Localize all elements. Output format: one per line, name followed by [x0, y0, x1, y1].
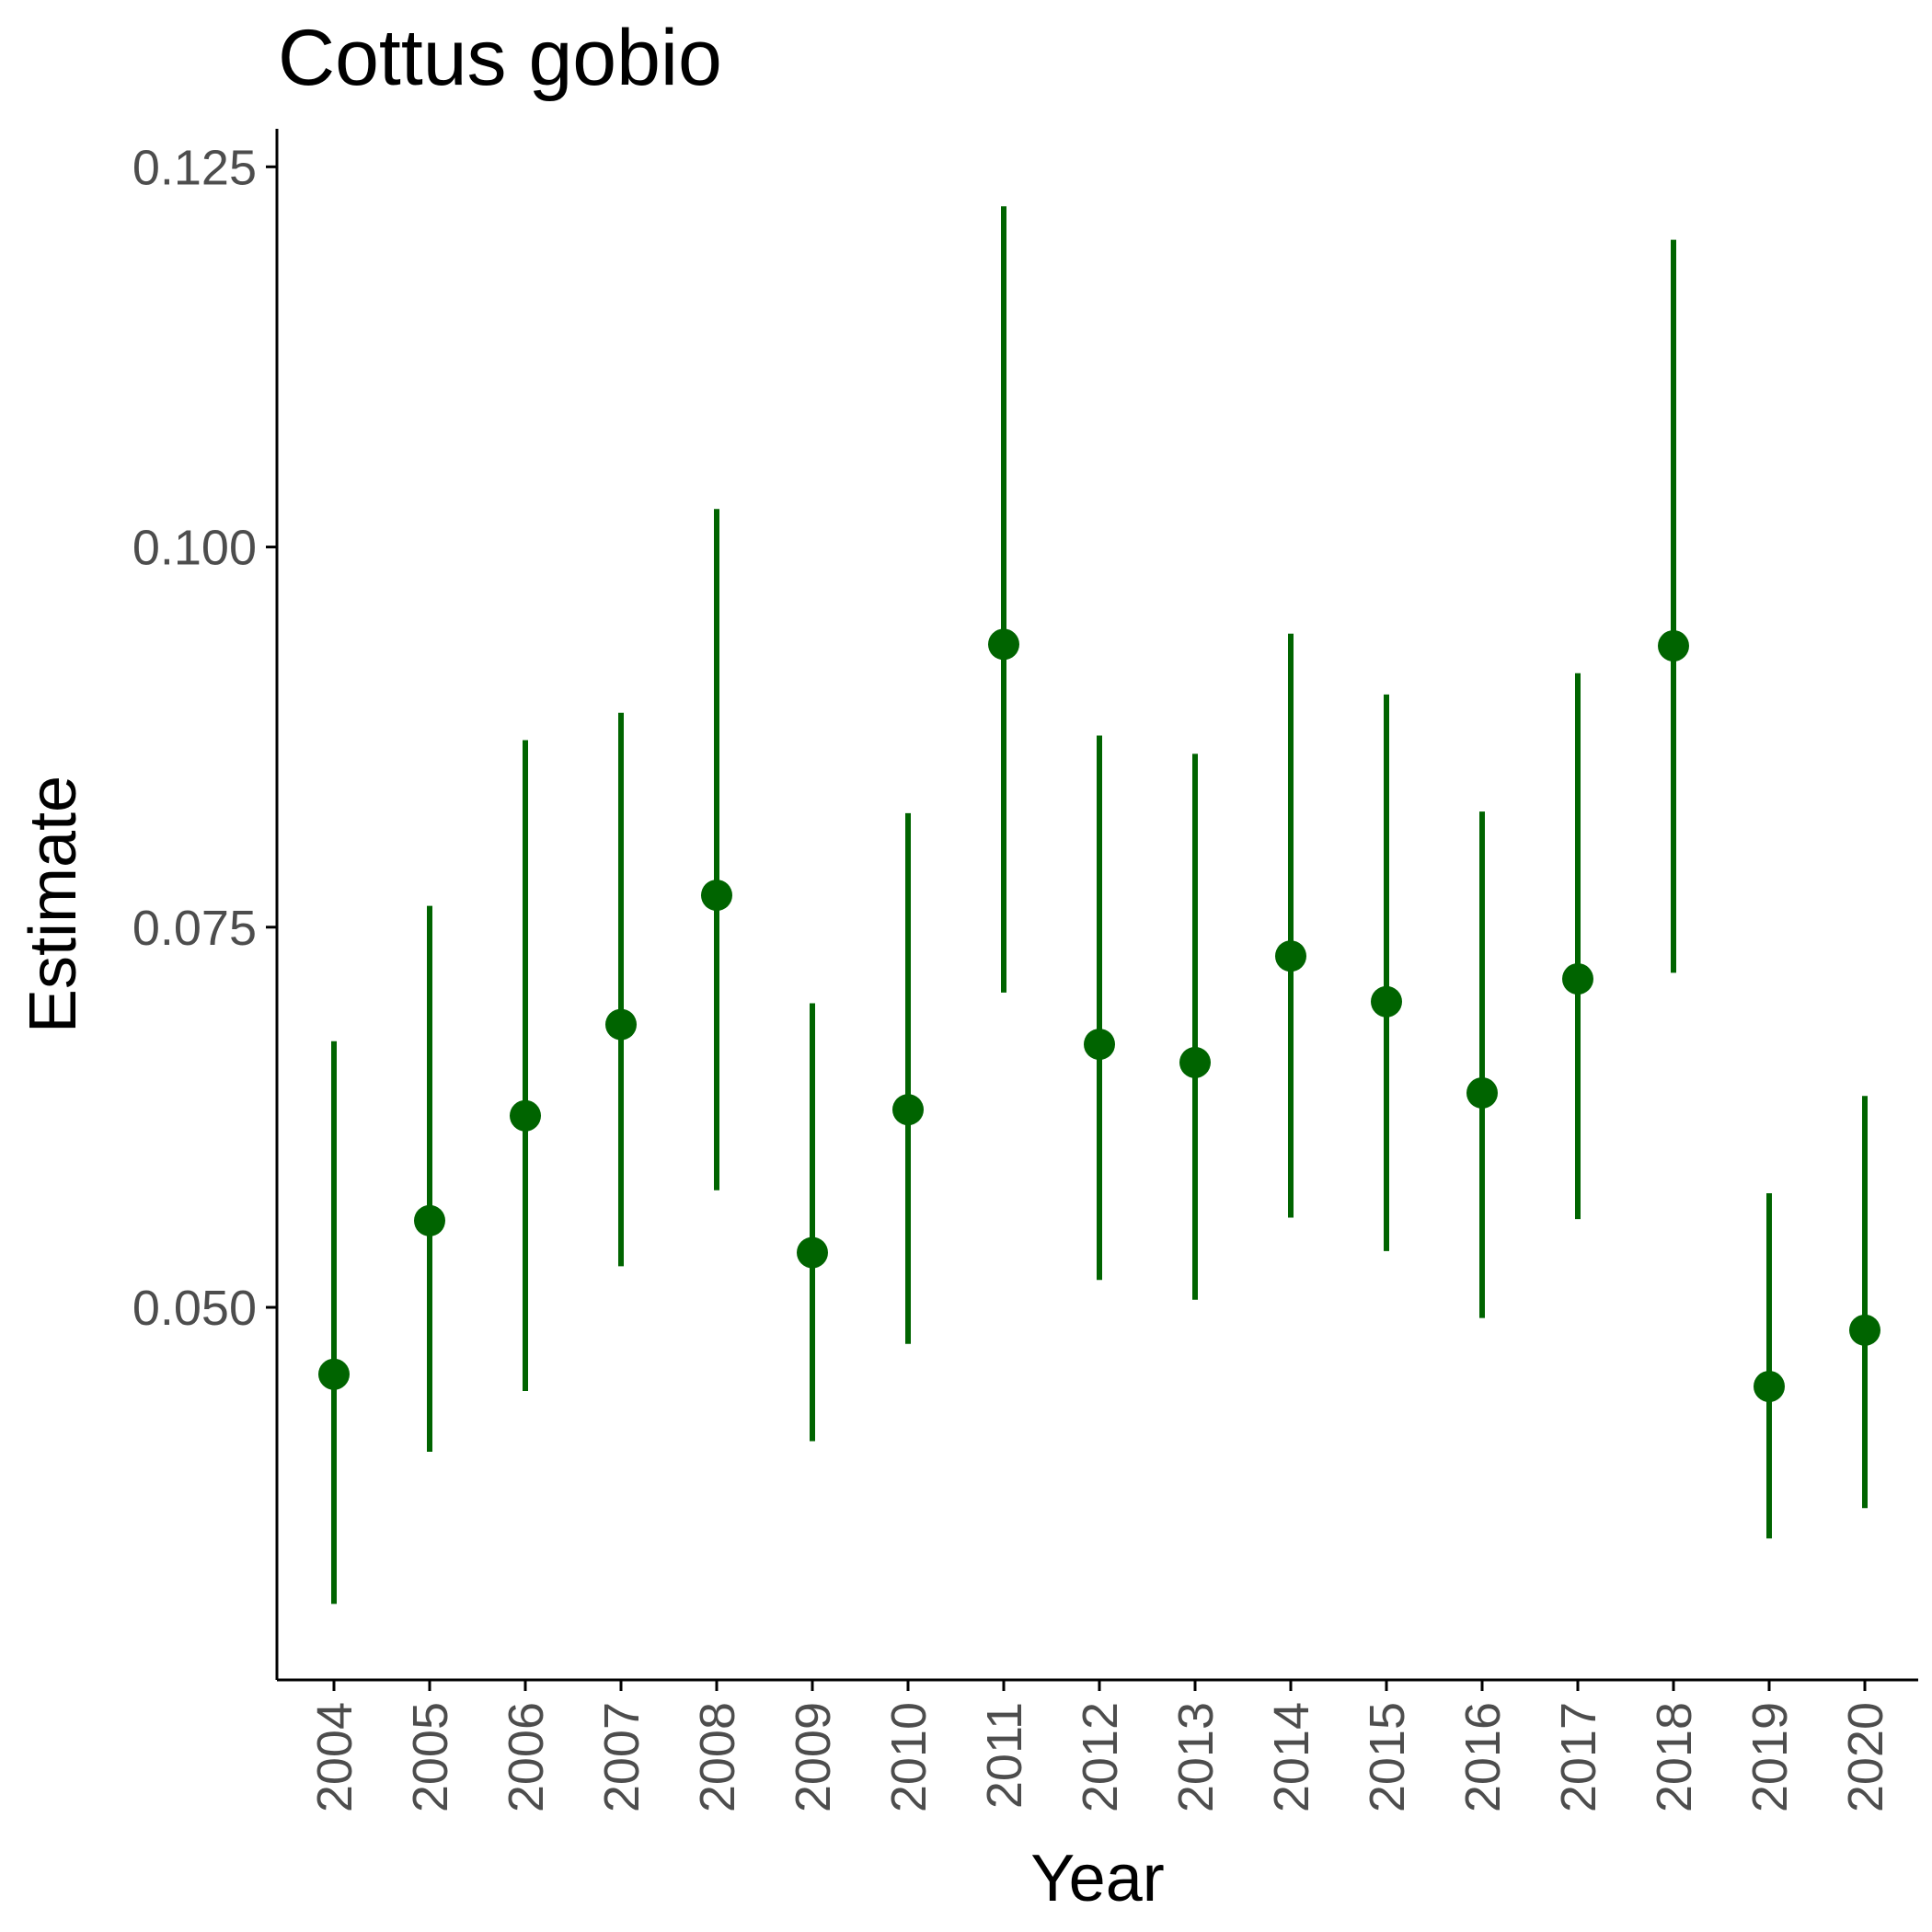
x-tick-label: 2005	[403, 1702, 458, 1812]
x-tick-label: 2008	[690, 1702, 745, 1812]
estimate-point	[1275, 940, 1306, 972]
x-axis-title: Year	[1030, 1842, 1164, 1915]
estimate-point	[988, 628, 1019, 661]
estimate-point	[1084, 1029, 1115, 1061]
x-tick-label: 2007	[594, 1702, 650, 1812]
estimate-point	[1754, 1370, 1785, 1402]
y-tick-label: 0.050	[132, 1281, 257, 1336]
estimate-point	[605, 1008, 637, 1041]
chart-title: Cottus gobio	[278, 14, 722, 102]
y-tick-label: 0.125	[132, 140, 257, 195]
plot-area	[318, 206, 1880, 1604]
y-axis: 0.050 0.075 0.100 0.125	[132, 140, 277, 1336]
x-tick-label: 2018	[1647, 1702, 1702, 1812]
x-tick-label: 2010	[881, 1702, 937, 1812]
estimate-point	[1658, 630, 1689, 661]
x-tick-label: 2020	[1838, 1702, 1893, 1812]
estimate-point	[1179, 1046, 1211, 1078]
x-tick-label: 2016	[1455, 1702, 1511, 1812]
x-tick-label: 2019	[1742, 1702, 1798, 1812]
x-tick-label: 2017	[1551, 1702, 1606, 1812]
estimate-point	[1466, 1076, 1498, 1109]
x-tick-label: 2009	[786, 1702, 841, 1812]
estimate-point	[701, 880, 732, 912]
x-tick-label: 2015	[1360, 1702, 1415, 1812]
estimate-point	[1562, 962, 1593, 995]
x-tick-label: 2011	[977, 1702, 1032, 1809]
x-tick-label: 2013	[1168, 1702, 1224, 1812]
y-tick-label: 0.075	[132, 901, 257, 956]
x-tick-label: 2004	[307, 1702, 362, 1812]
y-tick-label: 0.100	[132, 521, 257, 576]
estimate-point	[1371, 985, 1402, 1018]
estimate-point	[318, 1358, 350, 1390]
y-axis-title: Estimate	[17, 776, 90, 1033]
estimate-point	[510, 1099, 541, 1132]
x-tick-label: 2014	[1264, 1702, 1319, 1812]
estimate-point	[1849, 1314, 1880, 1346]
estimate-point	[414, 1204, 445, 1236]
x-axis: 2004 2005 2006 2007 2008 2009 2010 2011 2012 2013…	[307, 1680, 1893, 1812]
x-tick-label: 2006	[499, 1702, 554, 1812]
estimate-point	[797, 1236, 828, 1269]
estimate-point	[892, 1094, 924, 1126]
x-tick-label: 2012	[1073, 1702, 1128, 1812]
